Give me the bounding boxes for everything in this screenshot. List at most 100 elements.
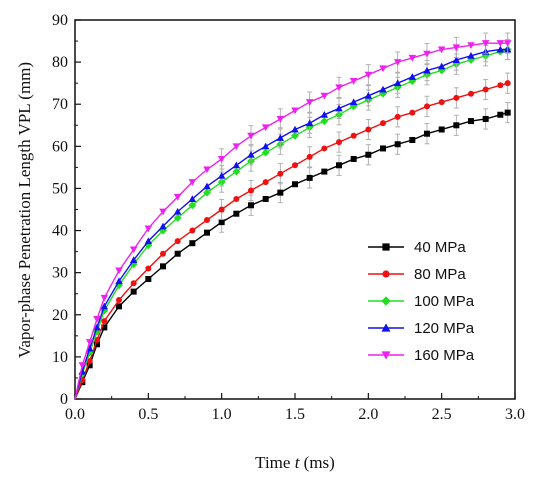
legend: 40 MPa 80 MPa 100 MPa 120 MPa 160 MPa (368, 239, 475, 364)
legend-label: 40 MPa (414, 239, 466, 256)
data-point (503, 40, 512, 47)
data-point (496, 45, 505, 53)
legend-marker (381, 351, 391, 360)
data-point (174, 238, 181, 245)
data-point (291, 131, 299, 140)
data-point (217, 155, 226, 163)
data-point (482, 115, 489, 122)
data-point (452, 44, 461, 52)
y-tick-label: 80 (52, 54, 68, 71)
data-point (320, 92, 329, 100)
data-point (380, 120, 386, 127)
data-point (350, 132, 357, 139)
data-point (160, 263, 166, 270)
data-point (468, 90, 474, 97)
data-point (364, 92, 373, 99)
data-point (336, 139, 342, 146)
data-point (364, 71, 373, 79)
data-point (497, 82, 504, 89)
data-point (248, 187, 254, 194)
data-point (129, 246, 138, 254)
data-point (438, 126, 445, 133)
legend-marker (382, 243, 390, 251)
data-point (232, 167, 241, 176)
data-point (305, 119, 314, 127)
y-tick-label: 70 (52, 96, 68, 113)
data-point (497, 111, 504, 118)
data-point (188, 195, 197, 202)
legend-marker (382, 270, 390, 278)
data-point (130, 280, 137, 287)
legend-marker (381, 296, 391, 306)
data-point (437, 62, 446, 70)
data-point (218, 219, 225, 226)
data-point (423, 50, 431, 58)
data-point (379, 65, 387, 73)
data-point (292, 181, 298, 188)
data-point (438, 99, 445, 106)
data-point (452, 56, 461, 64)
data-point (394, 141, 401, 148)
data-point (86, 358, 93, 365)
data-point (144, 237, 153, 245)
series (74, 32, 512, 400)
data-point (276, 115, 285, 123)
data-point (94, 341, 100, 348)
y-tick-label: 60 (52, 138, 68, 155)
y-tick-label: 20 (52, 307, 68, 324)
data-point (204, 229, 210, 236)
data-point (276, 134, 285, 141)
data-point (453, 122, 460, 129)
data-point (321, 168, 328, 175)
data-point (305, 99, 314, 106)
data-point (467, 52, 475, 59)
data-point (232, 161, 241, 169)
data-point (174, 250, 181, 257)
data-point (350, 155, 357, 162)
data-point (393, 79, 402, 87)
data-point (101, 324, 108, 331)
data-point (365, 126, 372, 133)
y-tick-label: 10 (52, 349, 68, 366)
data-point (203, 182, 211, 190)
data-point (203, 188, 211, 197)
data-point (86, 362, 93, 369)
data-point (129, 256, 138, 264)
data-point (409, 137, 416, 144)
x-tick-label: 2.5 (432, 406, 452, 423)
x-tick-label: 1.0 (212, 406, 232, 423)
data-point (218, 206, 225, 213)
data-point (233, 210, 240, 217)
data-point (188, 179, 197, 186)
data-point (453, 94, 460, 101)
data-point (504, 80, 511, 87)
data-point (115, 277, 123, 285)
y-tick-label: 0 (60, 391, 68, 408)
legend-label: 160 MPa (414, 347, 475, 364)
data-point (261, 124, 270, 132)
data-point (85, 339, 94, 346)
axis-ticks: 0.0 0.5 1.0 1.5 2.0 2.5 3.0 0 10 20 30 40 50 60 70 80 90 (52, 12, 525, 423)
legend-label: 100 MPa (414, 293, 475, 310)
x-axis-title: Time t (ms) (255, 453, 335, 472)
data-point (306, 153, 313, 160)
data-point (437, 46, 446, 54)
data-point (365, 151, 372, 158)
data-point (496, 40, 505, 47)
data-point (93, 315, 101, 323)
data-point (130, 288, 137, 295)
data-point (481, 40, 490, 47)
data-point (349, 78, 358, 85)
data-point (145, 275, 152, 282)
y-tick-label: 90 (52, 12, 68, 29)
data-point (115, 267, 123, 275)
data-point (467, 56, 475, 64)
data-point (116, 297, 122, 304)
data-point (423, 66, 431, 74)
data-point (247, 132, 255, 140)
series-line (74, 42, 508, 400)
data-point (291, 107, 299, 115)
data-point (468, 118, 474, 125)
legend-label: 80 MPa (414, 266, 466, 283)
series-layer (74, 32, 512, 400)
